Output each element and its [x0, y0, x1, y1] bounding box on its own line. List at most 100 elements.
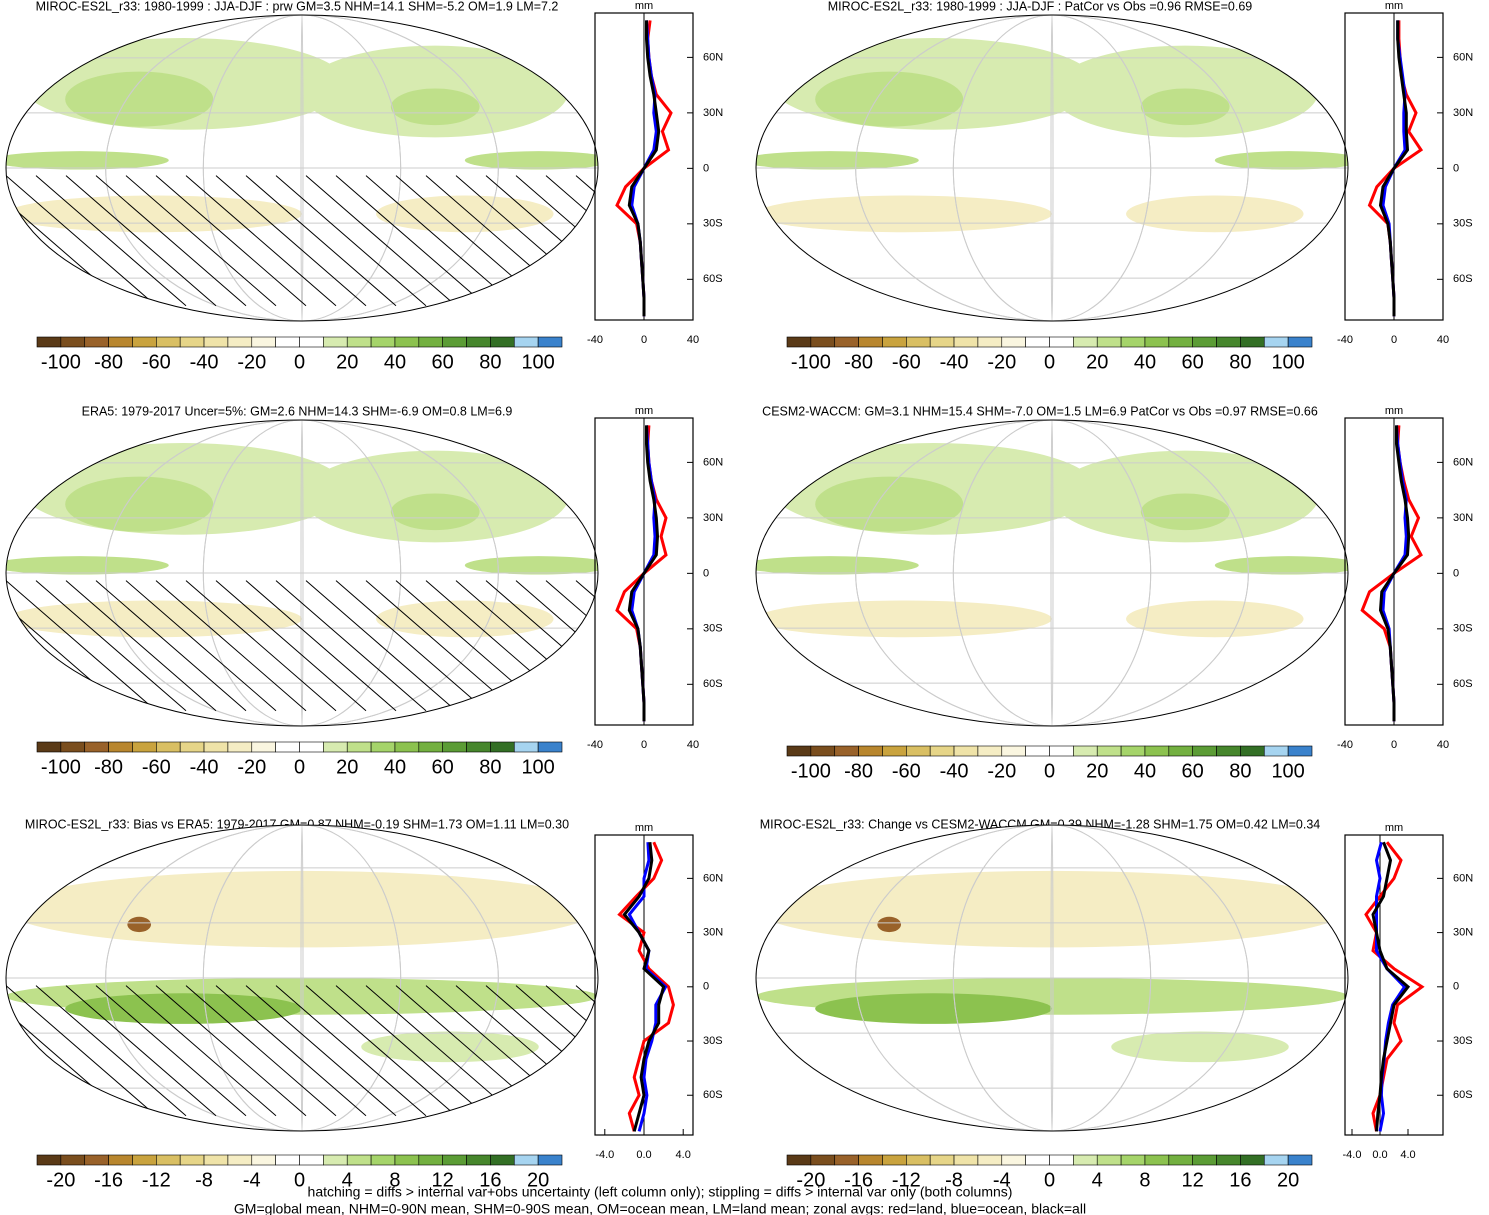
colorbar-label: 60 [432, 756, 454, 778]
graticule [855, 420, 1249, 726]
hatching [95, 985, 247, 1117]
graticule [855, 825, 1249, 1131]
hatching [6, 985, 7, 1117]
hatching [365, 985, 517, 1117]
hatching [245, 985, 397, 1117]
map-field [815, 993, 1052, 1024]
hatching [65, 985, 217, 1117]
colorbar-box [132, 336, 157, 348]
y-tick-label: 60S [703, 678, 723, 690]
colorbar-box [84, 336, 109, 348]
colorbar-label: -60 [892, 760, 921, 782]
colorbar-box [1120, 336, 1146, 348]
y-tick-label: 30N [1453, 512, 1473, 524]
y-tick-label: 30N [703, 926, 723, 938]
y-tick-label: 60N [1453, 456, 1473, 468]
colorbar-box [227, 741, 253, 753]
map-outline [5, 824, 599, 1132]
map [6, 825, 598, 1131]
colorbar-label: 20 [336, 351, 358, 373]
zonal-line [1371, 841, 1411, 1132]
x-tick-label: 40 [687, 739, 699, 751]
hatching [485, 985, 598, 1117]
colorbar-label: -8 [945, 1169, 963, 1191]
map [6, 15, 756, 321]
graticule [952, 420, 1152, 726]
graticule [300, 420, 304, 726]
y-tick-label: 30S [1453, 623, 1473, 635]
y-tick-label: 30S [1453, 218, 1473, 230]
y-tick-label: 60N [703, 51, 723, 63]
map-field [361, 1031, 539, 1063]
hatching [575, 175, 598, 307]
graticule [105, 420, 499, 726]
colorbar-box [203, 1154, 229, 1166]
colorbar-label: -20 [46, 1169, 75, 1191]
colorbar-box [466, 741, 491, 753]
colorbar-box [953, 1154, 979, 1166]
graticule [105, 15, 499, 321]
zonal-line [1378, 425, 1411, 722]
colorbar-box [786, 1154, 812, 1166]
hatching [606, 581, 756, 711]
colorbar-box [1144, 336, 1170, 348]
map-field [1126, 600, 1304, 638]
footer-line: hatching = diffs > internal var+obs unce… [308, 1184, 1013, 1200]
colorbar-box [1263, 745, 1289, 757]
colorbar-label: -80 [94, 756, 123, 778]
colorbar-box [1192, 745, 1217, 757]
map-field [6, 556, 169, 575]
colorbar-label: -16 [844, 1169, 873, 1191]
map-outline [755, 14, 1349, 322]
graticule [202, 420, 402, 726]
map-field [756, 195, 1052, 233]
map [756, 420, 1348, 726]
hatching [65, 175, 217, 307]
hatching [35, 985, 187, 1117]
colorbar-label: -40 [940, 351, 969, 373]
map-field [376, 195, 554, 233]
graticule [1050, 420, 1054, 726]
colorbar-box [156, 1154, 181, 1166]
x-tick-label: -40 [587, 334, 603, 346]
colorbar-label: 4 [342, 1169, 353, 1191]
hatching [35, 580, 187, 712]
colorbar-label: -100 [41, 756, 81, 778]
colorbar-label: 20 [1277, 1169, 1299, 1191]
colorbar-label: -12 [142, 1169, 171, 1191]
colorbar-box [1144, 1154, 1170, 1166]
hatching [95, 580, 247, 712]
colorbar-box [1001, 745, 1026, 757]
colorbar-box [834, 336, 859, 348]
hatching [185, 985, 337, 1117]
colorbar-label: -12 [892, 1169, 921, 1191]
hatching [305, 175, 457, 307]
colorbar-box [251, 336, 276, 348]
colorbar-box [1216, 336, 1241, 348]
colorbar-label: -4 [993, 1169, 1011, 1191]
x-tick-label: 40 [1437, 739, 1449, 751]
colorbar-box [513, 741, 539, 753]
colorbar-box [132, 1154, 157, 1166]
colorbar-box [1168, 745, 1193, 757]
colorbar-box [537, 1154, 563, 1166]
colorbar-box [977, 745, 1003, 757]
hatching [215, 985, 367, 1117]
hatching [6, 985, 157, 1117]
colorbar-box [418, 741, 443, 753]
map-field [376, 600, 554, 638]
x-axis-label: mm [1385, 822, 1403, 834]
colorbar-box [834, 1154, 859, 1166]
colorbar-box [537, 741, 563, 753]
colorbar-label: -16 [94, 1169, 123, 1191]
hatching [606, 176, 756, 306]
colorbar-box [1096, 745, 1122, 757]
hatching [545, 985, 598, 1117]
y-tick-label: 30N [703, 107, 723, 119]
hatching [335, 580, 487, 712]
y-tick-label: 60N [703, 456, 723, 468]
y-tick-label: 0 [1453, 567, 1459, 579]
colorbar-box [179, 336, 205, 348]
